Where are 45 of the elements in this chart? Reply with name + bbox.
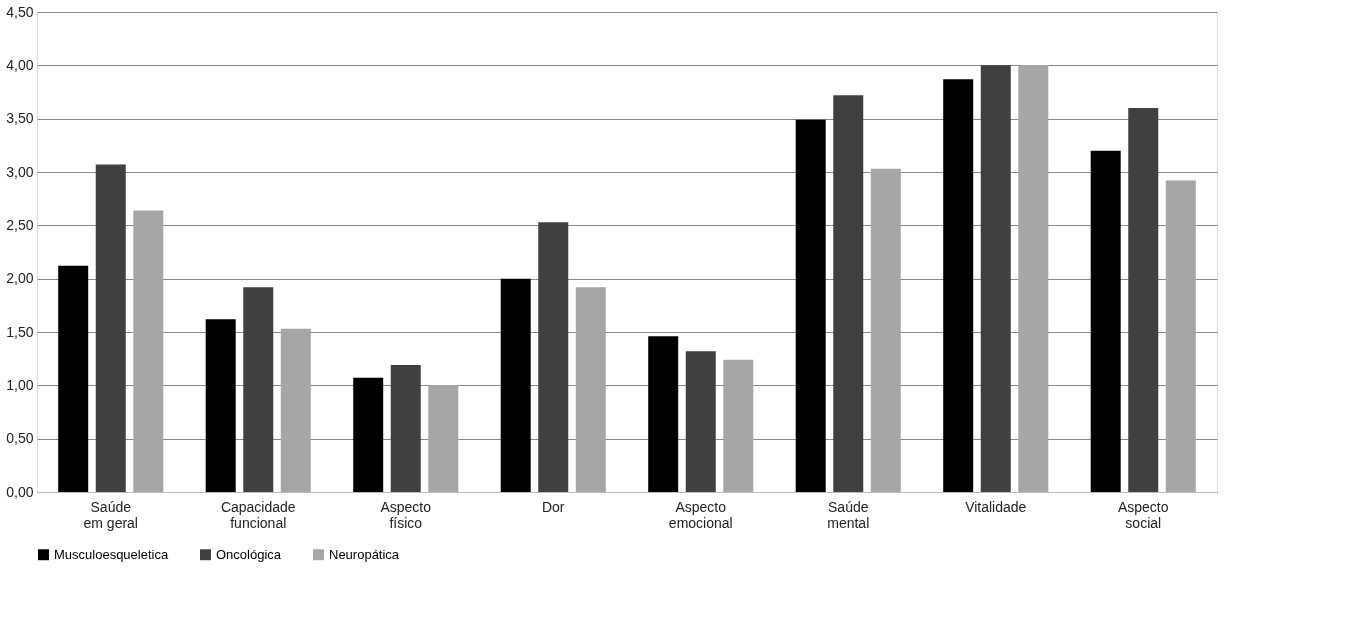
bar [1165,180,1196,492]
bar [280,328,311,492]
bar [95,164,126,492]
y-tick-label: 1,00 [6,376,34,393]
bar [353,377,384,492]
y-tick-label: 1,50 [6,323,34,340]
bar [500,278,531,492]
bar [943,79,974,492]
y-tick-label: 3,50 [6,110,34,127]
bar [833,95,864,492]
bar [980,65,1011,492]
bar [428,385,459,492]
bar [648,336,679,492]
y-tick-label: 4,50 [6,3,34,20]
y-tick-label: 4,00 [6,56,34,73]
legend-label: Musculoesqueletica [54,546,169,562]
bar [205,319,236,492]
bar [1090,150,1121,492]
y-tick-label: 0,50 [6,430,34,447]
bar [133,210,164,492]
x-tick-label: Aspecto social [1117,498,1169,531]
x-tick-label: Capacidade funcional [220,498,296,531]
x-tick-label: Saúde em geral [83,498,138,531]
x-tick-label: Aspecto físico [380,498,432,531]
x-tick-label: Aspecto emocional [668,498,733,531]
x-tick-label: Dor [541,498,565,515]
legend-label: Neuropática [329,546,400,562]
y-tick-label: 2,50 [6,216,34,233]
bar [538,222,569,492]
y-tick-label: 0,00 [6,483,34,500]
y-tick-label: 2,00 [6,270,34,287]
bar [58,265,89,492]
bar [1018,65,1049,492]
legend-label: Oncológica [216,546,282,562]
bar [390,365,421,492]
bar [685,351,716,492]
bar [870,168,901,492]
x-tick-label: Saúde mental [827,498,870,531]
y-tick-label: 3,00 [6,163,34,180]
bar [795,119,826,492]
bar [723,359,754,492]
bar [1128,108,1159,492]
x-tick-label: Vitalidade [965,498,1027,515]
bar [575,287,606,492]
bar [243,287,274,492]
